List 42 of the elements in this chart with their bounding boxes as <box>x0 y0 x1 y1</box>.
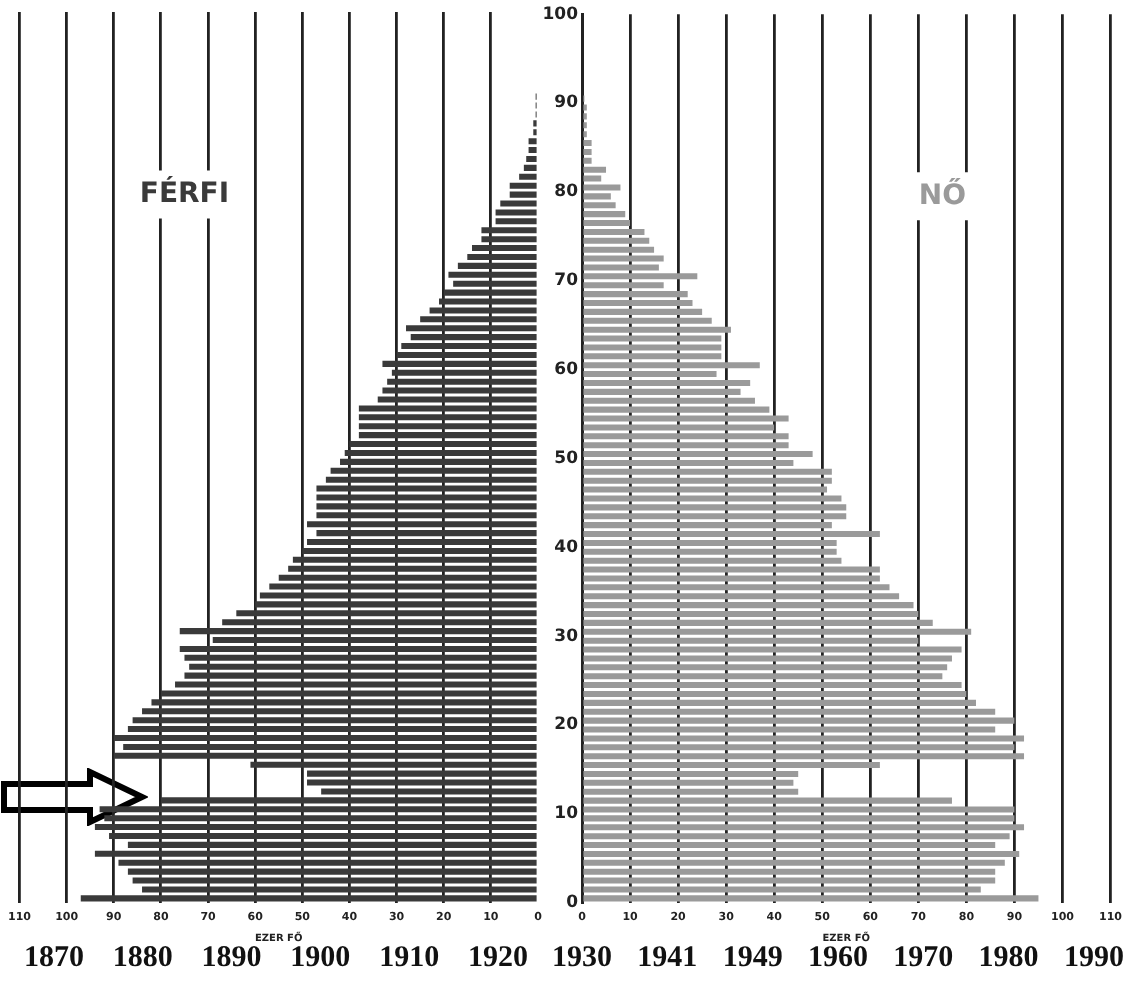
text: 1920 <box>467 942 528 978</box>
bar <box>583 495 842 502</box>
y-tick-label: 90 <box>554 93 579 114</box>
y-tick-label: 100 <box>542 4 579 25</box>
bar <box>583 184 621 191</box>
text: 1880 <box>112 942 173 978</box>
text: 1930 <box>552 942 612 978</box>
bar <box>583 344 722 351</box>
text: NŐ <box>918 177 967 212</box>
text: 1941 <box>637 942 698 978</box>
text: 1960 <box>807 942 868 978</box>
bar <box>583 255 664 262</box>
bar <box>583 566 880 573</box>
bar <box>316 494 537 501</box>
text: 1980 <box>978 942 1039 978</box>
bar <box>583 877 996 884</box>
y-tick-label: 70 <box>554 271 579 292</box>
bar <box>583 735 1025 742</box>
text: 1970 <box>893 942 954 978</box>
bar <box>583 806 1015 813</box>
bar <box>500 200 537 207</box>
y-tick-label: 20 <box>554 715 579 736</box>
y-tick-label: 30 <box>554 626 579 647</box>
y-tick-label: 60 <box>554 360 579 381</box>
text: 1890 <box>201 942 262 978</box>
bar <box>526 155 537 163</box>
y-tick-label: 80 <box>554 182 579 203</box>
text: 1910 <box>379 942 440 978</box>
bar <box>132 877 537 884</box>
y-tick-label: 50 <box>554 448 579 469</box>
bar <box>583 415 789 422</box>
bar <box>113 734 537 742</box>
text: FÉRFI <box>139 175 230 210</box>
text: 1949 <box>722 942 783 978</box>
text: 1870 <box>24 942 84 978</box>
y-tick-label: 40 <box>554 537 579 558</box>
text: 1990 <box>1063 942 1124 978</box>
bar <box>307 779 537 786</box>
text: 1900 <box>290 942 351 978</box>
y-tick-label: 10 <box>554 804 579 825</box>
bar <box>583 646 962 653</box>
bar <box>259 592 537 599</box>
